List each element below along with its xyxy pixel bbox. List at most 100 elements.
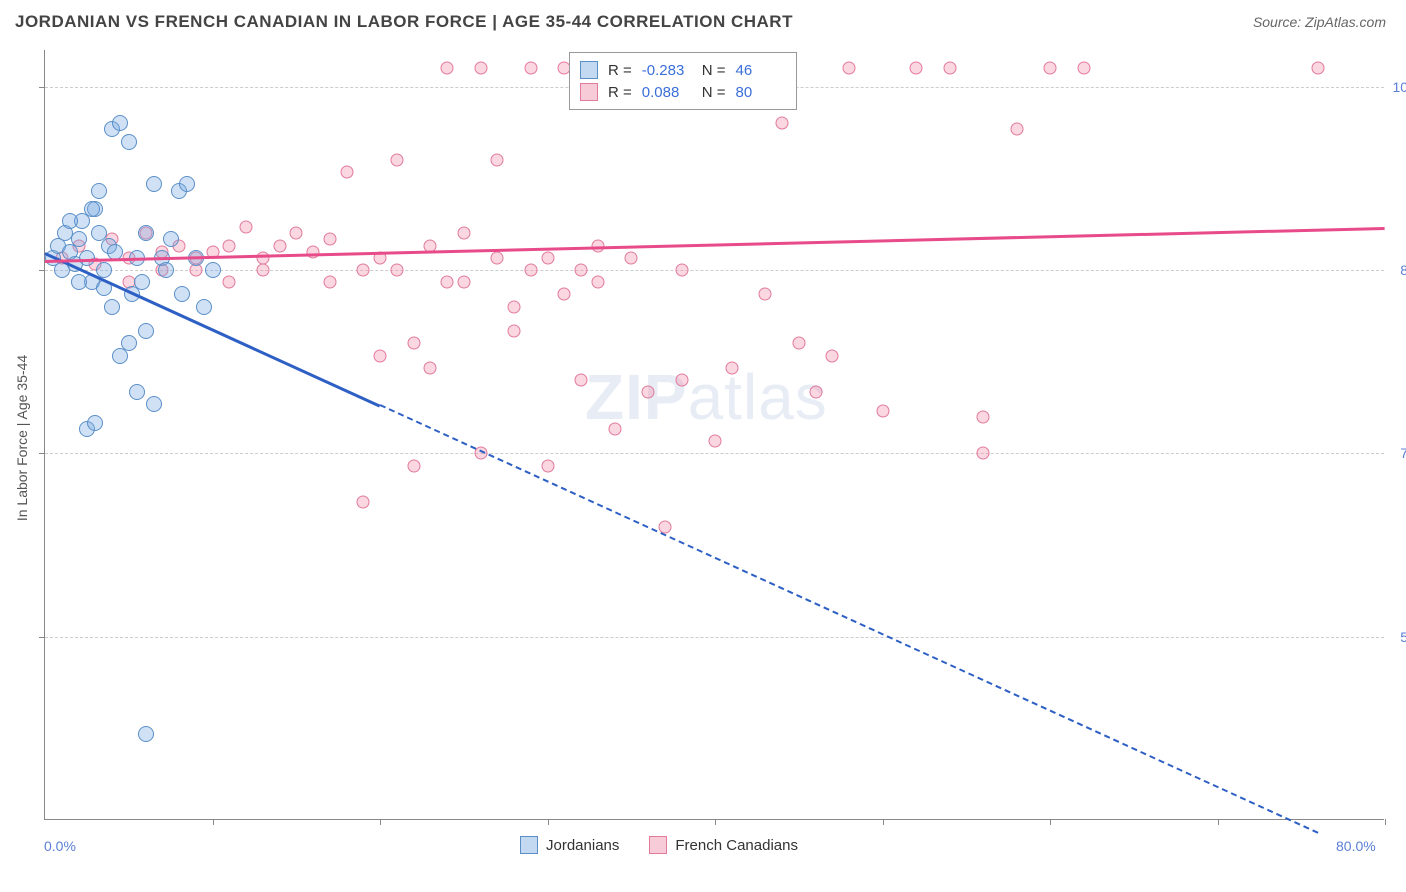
data-point	[196, 299, 212, 315]
data-point	[357, 264, 370, 277]
x-tick	[1385, 819, 1386, 825]
data-point	[558, 288, 571, 301]
data-point	[256, 251, 269, 264]
data-point	[943, 62, 956, 75]
data-point	[84, 201, 100, 217]
legend-item-french-canadians: French Canadians	[649, 836, 798, 854]
x-tick	[883, 819, 884, 825]
data-point	[424, 361, 437, 374]
x-axis-max-label: 80.0%	[1336, 838, 1376, 854]
data-point	[357, 496, 370, 509]
data-point	[223, 239, 236, 252]
stats-row: R =-0.283N =46	[580, 59, 786, 81]
data-point	[709, 435, 722, 448]
watermark: ZIPatlas	[585, 360, 828, 434]
data-point	[591, 276, 604, 289]
data-point	[240, 221, 253, 234]
legend-label: Jordanians	[546, 837, 619, 854]
data-point	[725, 361, 738, 374]
data-point	[809, 386, 822, 399]
x-axis-min-label: 0.0%	[44, 838, 76, 854]
data-point	[977, 410, 990, 423]
x-tick	[715, 819, 716, 825]
stats-row: R =0.088N =80	[580, 81, 786, 103]
y-tick	[39, 87, 45, 88]
data-point	[129, 384, 145, 400]
data-point	[71, 274, 87, 290]
data-point	[323, 276, 336, 289]
data-point	[910, 62, 923, 75]
data-point	[121, 134, 137, 150]
data-point	[91, 225, 107, 241]
x-tick	[380, 819, 381, 825]
data-point	[179, 176, 195, 192]
stats-swatch-icon	[580, 83, 598, 101]
data-point	[508, 300, 521, 313]
data-point	[138, 225, 154, 241]
data-point	[1010, 123, 1023, 136]
stats-r-label: R =	[608, 84, 632, 101]
y-tick-label: 85.0%	[1390, 262, 1406, 278]
data-point	[1044, 62, 1057, 75]
x-tick	[1050, 819, 1051, 825]
data-point	[374, 349, 387, 362]
data-point	[91, 183, 107, 199]
data-point	[826, 349, 839, 362]
data-point	[256, 264, 269, 277]
data-point	[104, 299, 120, 315]
data-point	[158, 262, 174, 278]
x-tick	[1218, 819, 1219, 825]
stats-swatch-icon	[580, 61, 598, 79]
x-tick	[548, 819, 549, 825]
data-point	[876, 404, 889, 417]
legend-swatch-icon	[649, 836, 667, 854]
chart-title: JORDANIAN VS FRENCH CANADIAN IN LABOR FO…	[15, 12, 793, 32]
data-point	[575, 374, 588, 387]
data-point	[112, 115, 128, 131]
data-point	[541, 251, 554, 264]
data-point	[675, 374, 688, 387]
y-tick-label: 55.0%	[1390, 629, 1406, 645]
stats-r-label: R =	[608, 62, 632, 79]
data-point	[491, 154, 504, 167]
data-point	[508, 325, 521, 338]
stats-r-value: -0.283	[642, 62, 692, 79]
data-point	[608, 422, 621, 435]
chart-header: JORDANIAN VS FRENCH CANADIAN IN LABOR FO…	[0, 0, 1406, 40]
correlation-stats-box: R =-0.283N =46R =0.088N =80	[569, 52, 797, 110]
stats-r-value: 0.088	[642, 84, 692, 101]
data-point	[390, 154, 403, 167]
data-point	[138, 726, 154, 742]
data-point	[642, 386, 655, 399]
data-point	[524, 264, 537, 277]
data-point	[843, 62, 856, 75]
data-point	[625, 251, 638, 264]
y-tick-label: 70.0%	[1390, 445, 1406, 461]
data-point	[407, 337, 420, 350]
data-point	[134, 274, 150, 290]
data-point	[223, 276, 236, 289]
data-point	[792, 337, 805, 350]
data-point	[776, 117, 789, 130]
data-point	[441, 62, 454, 75]
y-tick-label: 100.0%	[1390, 79, 1406, 95]
data-point	[174, 286, 190, 302]
gridline	[45, 637, 1384, 638]
data-point	[390, 264, 403, 277]
y-tick	[39, 637, 45, 638]
data-point	[121, 335, 137, 351]
data-point	[491, 251, 504, 264]
data-point	[524, 62, 537, 75]
x-tick	[213, 819, 214, 825]
data-point	[323, 233, 336, 246]
gridline	[45, 453, 1384, 454]
y-tick	[39, 453, 45, 454]
stats-n-label: N =	[702, 62, 726, 79]
data-point	[71, 231, 87, 247]
data-point	[290, 227, 303, 240]
stats-n-value: 80	[736, 84, 786, 101]
data-point	[441, 276, 454, 289]
data-point	[541, 459, 554, 472]
data-point	[205, 262, 221, 278]
scatter-chart: ZIPatlas 55.0%70.0%85.0%100.0%R =-0.283N…	[44, 50, 1384, 820]
